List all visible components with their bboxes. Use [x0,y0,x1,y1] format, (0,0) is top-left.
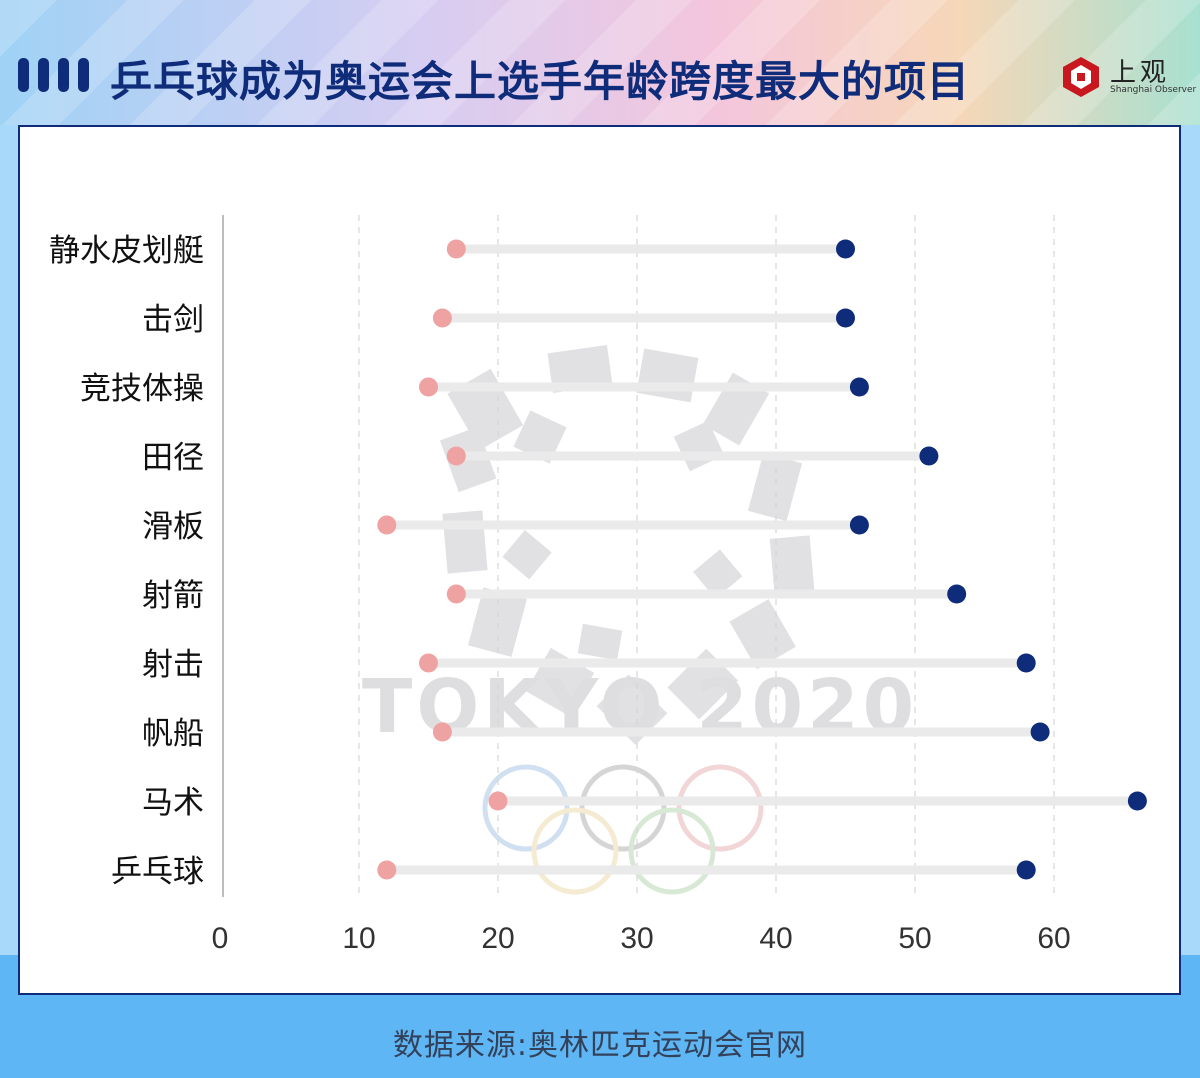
min-age-dot [432,308,452,328]
x-axis-ticks: 0 10 20 30 40 50 60 [212,922,1071,955]
chart-panel: TM TOKYO 2020 静水皮划艇击剑竞技体操田径滑板射箭射击帆船马术乒乓球… [18,125,1181,995]
min-age-dot [432,722,452,742]
max-age-dot [1016,653,1036,673]
bars-icon [18,58,89,92]
category-label: 射击 [142,647,204,683]
category-label: 田径 [142,440,204,476]
x-tick-label: 30 [620,922,653,955]
max-age-dot [1016,860,1036,880]
x-tick-label: 60 [1037,922,1070,955]
max-age-dot [1030,722,1050,742]
max-age-dot [849,515,869,535]
min-age-dot [446,446,466,466]
max-age-dot [836,239,855,259]
grid-lines [358,215,1055,897]
chart-marks [377,239,1147,880]
x-tick-label: 10 [342,922,375,955]
max-age-dot [849,377,869,397]
brand-logo: 上观 Shanghai Observer [1058,52,1196,98]
x-tick-label: 0 [212,922,229,955]
header: 乒乓球成为奥运会上选手年龄跨度最大的项目 上观 Shanghai Observe… [0,0,1200,125]
page-title: 乒乓球成为奥运会上选手年龄跨度最大的项目 [110,57,971,106]
min-age-dot [446,239,466,259]
min-age-dot [419,653,438,673]
dumbbell-chart: TM TOKYO 2020 静水皮划艇击剑竞技体操田径滑板射箭射击帆船马术乒乓球… [49,215,1147,955]
category-label: 击剑 [142,302,204,338]
category-label: 乒乓球 [111,854,204,890]
category-label: 滑板 [142,509,204,545]
tokyo-2020-watermark: TM TOKYO 2020 [362,345,914,895]
category-label: 射箭 [142,578,204,614]
max-age-dot [919,446,939,466]
category-label: 帆船 [142,716,204,752]
min-age-dot [419,377,438,397]
brand-hexagon-icon [1063,57,1099,97]
min-age-dot [446,584,466,604]
x-tick-label: 50 [898,922,931,955]
brand-name: 上观 [1110,58,1171,88]
olympic-emblem-icon [439,345,815,746]
x-tick-label: 40 [759,922,792,955]
x-tick-label: 20 [481,922,514,955]
category-label: 竞技体操 [80,371,204,407]
category-label: 马术 [142,785,204,821]
category-label: 静水皮划艇 [49,233,204,269]
min-age-dot [488,791,508,811]
max-age-dot [1127,791,1147,811]
max-age-dot [947,584,967,604]
min-age-dot [377,515,397,535]
header-background [0,0,1200,125]
min-age-dot [377,860,397,880]
data-source-note: 数据来源:奥林匹克运动会官网 [392,1028,808,1063]
brand-subtitle: Shanghai Observer [1110,85,1197,95]
olympic-rings-icon [482,764,764,895]
max-age-dot [836,308,855,328]
